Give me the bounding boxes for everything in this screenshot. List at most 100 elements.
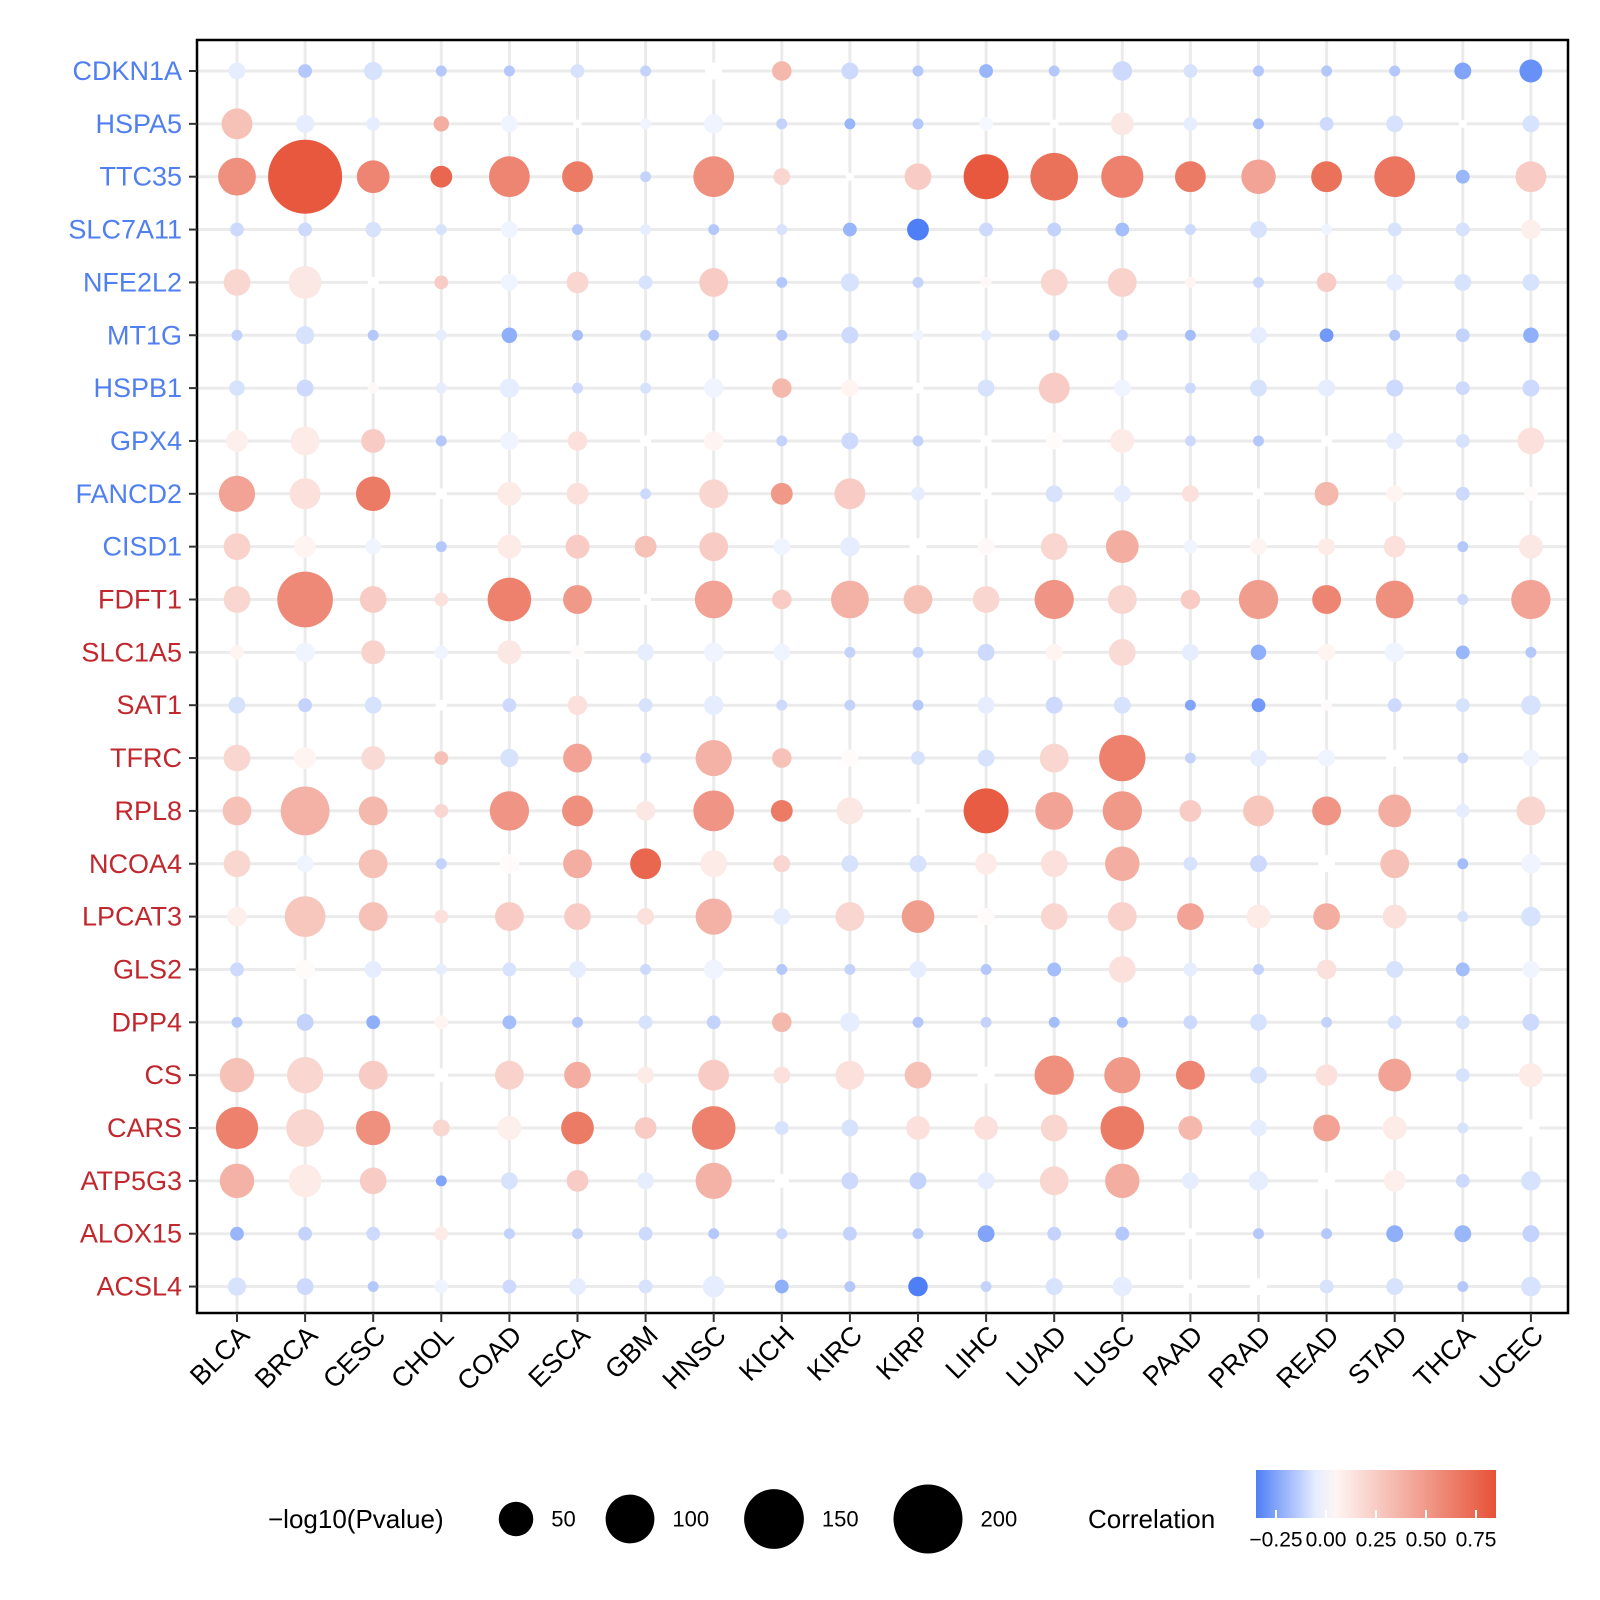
point-hspb1-lihc bbox=[977, 379, 995, 397]
point-tfrc-gbm bbox=[640, 752, 652, 764]
point-ncoa4-blca bbox=[223, 850, 251, 878]
point-slc1a5-coad bbox=[497, 640, 522, 665]
point-cdkn1a-lusc bbox=[1112, 61, 1133, 81]
point-ttc35-luad bbox=[1030, 152, 1078, 201]
point-ttc35-esca bbox=[562, 161, 593, 193]
point-tfrc-coad bbox=[500, 748, 519, 768]
point-tfrc-lusc bbox=[1099, 734, 1146, 782]
gene-label: ALOX15 bbox=[80, 1219, 182, 1249]
point-cars-cesc bbox=[355, 1110, 391, 1146]
point-gpx4-esca bbox=[567, 431, 588, 451]
point-cisd1-kirp bbox=[909, 538, 927, 556]
point-acsl4-read bbox=[1319, 1279, 1334, 1294]
point-tfrc-kirc bbox=[841, 749, 859, 767]
point-acsl4-stad bbox=[1386, 1278, 1404, 1296]
point-fdft1-prad bbox=[1238, 579, 1279, 620]
point-atp5g3-gbm bbox=[637, 1172, 655, 1190]
point-hspa5-ucec bbox=[1522, 115, 1540, 133]
point-ttc35-cesc bbox=[356, 160, 390, 194]
point-nfe2l2-brca bbox=[288, 266, 322, 299]
point-slc7a11-lihc bbox=[979, 222, 993, 237]
point-mt1g-luad bbox=[1048, 329, 1060, 341]
point-cs-prad bbox=[1250, 1066, 1267, 1084]
point-fdft1-kich bbox=[772, 589, 792, 610]
point-mt1g-lusc bbox=[1116, 329, 1128, 341]
point-fdft1-read bbox=[1312, 585, 1342, 614]
point-gls2-lihc bbox=[980, 963, 992, 975]
point-ncoa4-lihc bbox=[975, 852, 998, 875]
point-slc7a11-esca bbox=[572, 224, 583, 236]
point-cdkn1a-stad bbox=[1389, 65, 1401, 77]
point-cdkn1a-chol bbox=[435, 65, 447, 77]
point-lpcat3-paad bbox=[1177, 903, 1204, 930]
point-cars-kich bbox=[774, 1121, 789, 1135]
point-gls2-coad bbox=[502, 962, 517, 977]
point-hspa5-lusc bbox=[1110, 112, 1134, 136]
gene-label: NCOA4 bbox=[89, 849, 182, 879]
point-gpx4-prad bbox=[1253, 435, 1264, 447]
point-gpx4-kirp bbox=[912, 435, 924, 447]
point-atp5g3-kich bbox=[774, 1173, 789, 1188]
point-cs-hnsc bbox=[698, 1059, 730, 1091]
point-slc1a5-kirp bbox=[912, 646, 924, 658]
point-lpcat3-stad bbox=[1382, 904, 1407, 929]
point-fdft1-blca bbox=[223, 586, 251, 613]
point-cisd1-chol bbox=[435, 541, 447, 553]
point-cisd1-stad bbox=[1383, 535, 1406, 558]
point-gls2-stad bbox=[1386, 961, 1404, 978]
point-cdkn1a-paad bbox=[1183, 64, 1198, 78]
point-cars-lihc bbox=[974, 1116, 999, 1140]
size-legend-label: 200 bbox=[981, 1507, 1018, 1532]
point-ncoa4-kirc bbox=[841, 855, 859, 873]
point-acsl4-lusc bbox=[1112, 1276, 1133, 1297]
point-lpcat3-kirc bbox=[835, 902, 865, 932]
point-gls2-brca bbox=[295, 959, 315, 980]
point-gls2-kich bbox=[776, 963, 788, 975]
point-alox15-gbm bbox=[638, 1226, 653, 1241]
point-ncoa4-prad bbox=[1250, 855, 1267, 873]
point-cs-esca bbox=[564, 1061, 591, 1089]
point-fdft1-ucec bbox=[1511, 579, 1551, 620]
point-cisd1-gbm bbox=[634, 535, 657, 558]
gene-label: NFE2L2 bbox=[83, 267, 182, 297]
point-rpl8-brca bbox=[280, 786, 330, 836]
point-alox15-prad bbox=[1253, 1228, 1264, 1240]
point-nfe2l2-ucec bbox=[1522, 273, 1540, 291]
point-dpp4-lusc bbox=[1116, 1016, 1128, 1028]
point-gpx4-hnsc bbox=[703, 431, 724, 451]
point-nfe2l2-chol bbox=[434, 275, 449, 290]
gene-label: SLC7A11 bbox=[68, 215, 182, 245]
point-gls2-chol bbox=[435, 963, 447, 975]
point-ncoa4-ucec bbox=[1521, 853, 1541, 874]
point-gpx4-chol bbox=[435, 435, 447, 447]
point-acsl4-cesc bbox=[367, 1281, 379, 1293]
point-tfrc-esca bbox=[563, 743, 592, 773]
point-slc1a5-thca bbox=[1455, 645, 1470, 660]
gene-label: HSPA5 bbox=[95, 109, 182, 139]
gene-label: TTC35 bbox=[99, 162, 182, 192]
point-ncoa4-coad bbox=[499, 853, 520, 874]
point-fdft1-esca bbox=[563, 585, 592, 614]
point-slc1a5-luad bbox=[1045, 643, 1063, 661]
point-cisd1-kirc bbox=[840, 536, 860, 557]
point-sat1-lusc bbox=[1113, 696, 1131, 714]
point-gpx4-kich bbox=[776, 435, 788, 447]
point-cisd1-luad bbox=[1040, 533, 1068, 561]
point-fdft1-cesc bbox=[359, 586, 387, 613]
point-gls2-lusc bbox=[1108, 956, 1136, 983]
point-slc7a11-cesc bbox=[365, 221, 381, 238]
point-cars-read bbox=[1313, 1114, 1340, 1142]
point-cisd1-ucec bbox=[1518, 534, 1543, 559]
point-gpx4-blca bbox=[226, 430, 248, 452]
point-cisd1-kich bbox=[773, 538, 791, 556]
point-nfe2l2-lusc bbox=[1107, 267, 1137, 297]
point-fancd2-brca bbox=[289, 478, 321, 510]
point-atp5g3-blca bbox=[219, 1163, 255, 1199]
point-gpx4-coad bbox=[500, 431, 519, 451]
point-hspa5-kirc bbox=[844, 118, 856, 130]
color-bar-label: 0.00 bbox=[1306, 1529, 1347, 1552]
point-acsl4-kich bbox=[774, 1279, 789, 1294]
point-hspb1-paad bbox=[1184, 382, 1196, 394]
point-mt1g-coad bbox=[501, 327, 518, 343]
point-hspb1-stad bbox=[1386, 379, 1404, 397]
